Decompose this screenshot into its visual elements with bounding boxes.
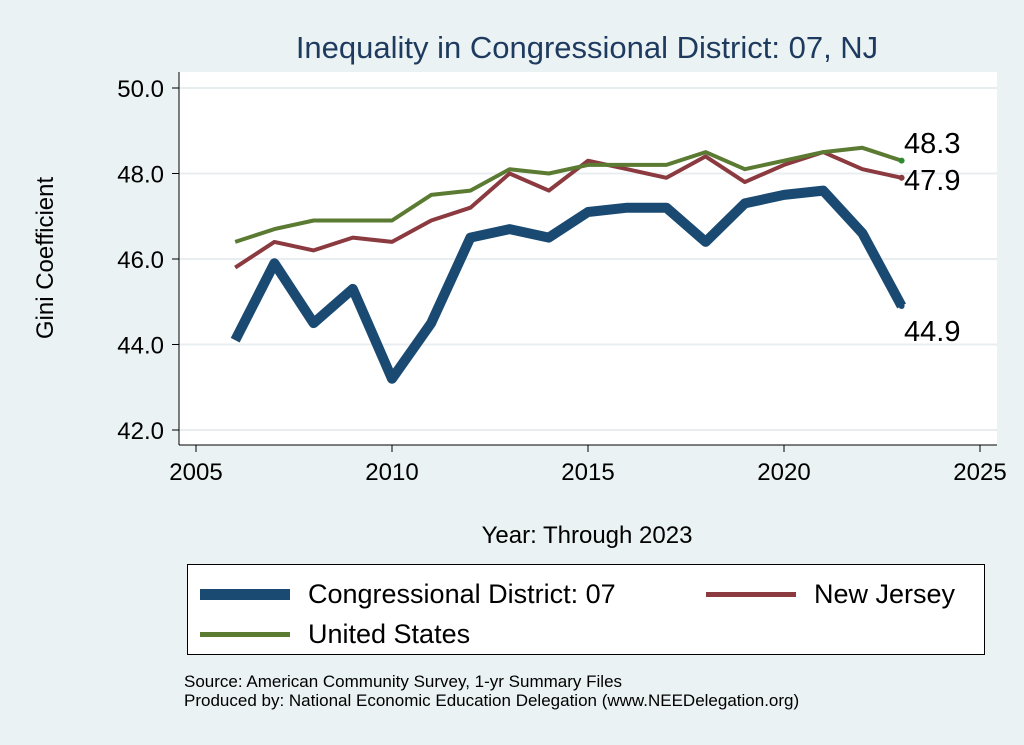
end-label-united-states: 48.3 — [904, 128, 960, 160]
chart-title: Inequality in Congressional District: 07… — [296, 30, 878, 65]
x-axis-title: Year: Through 2023 — [482, 522, 693, 549]
end-marker-district — [898, 303, 905, 310]
legend-label-new-jersey: New Jersey — [814, 579, 956, 609]
x-tick-label: 2025 — [953, 459, 1006, 486]
legend-swatch-new-jersey — [706, 592, 796, 597]
legend-label-district: Congressional District: 07 — [308, 579, 616, 609]
x-tick-label: 2020 — [757, 459, 810, 486]
y-tick-label: 44.0 — [117, 333, 164, 360]
legend-item-new-jersey: New Jersey — [706, 579, 955, 610]
y-tick-label: 46.0 — [117, 247, 164, 274]
source-note: Source: American Community Survey, 1-yr … — [184, 672, 799, 710]
end-marker-new-jersey — [898, 174, 905, 181]
legend-swatch-district — [200, 589, 290, 600]
y-tick-label: 48.0 — [117, 162, 164, 189]
legend-item-united-states: United States — [200, 619, 470, 650]
series-group — [230, 145, 907, 384]
legend-label-united-states: United States — [308, 619, 471, 649]
series-line-united-states — [234, 145, 903, 244]
source-line: Source: American Community Survey, 1-yr … — [184, 672, 623, 691]
legend-swatch-united-states — [200, 632, 290, 637]
series-line-district — [230, 185, 907, 384]
axes: 42.0 44.0 46.0 48.0 50.0 2005 2010 2015 2020 2025 — [117, 76, 1006, 486]
producer-line: Produced by: National Economic Education… — [184, 691, 800, 710]
legend-item-district: Congressional District: 07 — [200, 579, 616, 610]
series-line-new-jersey — [234, 150, 903, 270]
legend: Congressional District: 07 New Jersey Un… — [187, 564, 985, 655]
x-tick-label: 2005 — [169, 459, 222, 486]
end-marker-united-states — [898, 157, 905, 164]
y-tick-label: 50.0 — [117, 76, 164, 103]
y-tick-label: 42.0 — [117, 418, 164, 445]
end-label-district: 44.9 — [904, 316, 960, 348]
grid-lines — [179, 87, 997, 431]
x-tick-label: 2015 — [561, 459, 614, 486]
x-tick-label: 2010 — [365, 459, 418, 486]
end-labels: 44.9 47.9 48.3 — [898, 128, 960, 348]
end-label-new-jersey: 47.9 — [904, 165, 960, 197]
y-axis-title: Gini Coefficient — [32, 177, 59, 340]
